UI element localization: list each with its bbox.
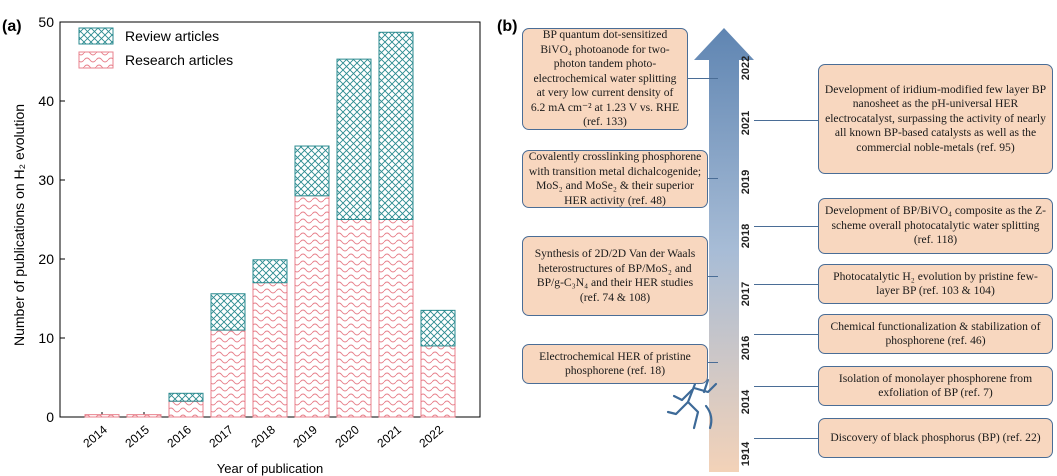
connector-2016r <box>754 334 818 335</box>
x-tick-label: 2016 <box>164 422 194 450</box>
timeline-box-2016-right: Chemical functionalization & stabilizati… <box>818 314 1053 354</box>
bar-review <box>294 145 330 197</box>
bar-research <box>126 414 162 418</box>
timeline-box-2016: Electrochemical HER of pristine phosphor… <box>522 344 708 384</box>
year-label-2018: 2018 <box>740 223 752 249</box>
bar-chart: 0 10 20 30 40 50 2014 2015 2016 2017 2018 2019 2020… <box>11 14 481 476</box>
bar-research <box>336 219 372 418</box>
legend-label-research: Research articles <box>125 52 233 68</box>
bar-review <box>210 293 246 331</box>
y-tick-label: 40 <box>38 93 54 109</box>
legend: Review articles Research articles <box>78 27 233 69</box>
x-tick-label: 2022 <box>416 422 446 450</box>
panel-b-label: (b) <box>497 18 518 35</box>
legend-swatch-review <box>78 27 114 45</box>
year-label-2022: 2022 <box>740 55 752 81</box>
bar-research <box>294 195 330 418</box>
bar-review <box>336 58 372 220</box>
x-tick-label: 2015 <box>122 422 152 450</box>
year-label-2019: 2019 <box>740 169 752 195</box>
year-label-2017: 2017 <box>740 281 752 307</box>
x-tick-label: 2021 <box>374 422 404 450</box>
bar-research <box>378 219 414 418</box>
x-tick-label: 2018 <box>248 422 278 450</box>
connector-2017r <box>754 284 818 285</box>
connector-2022 <box>688 78 718 79</box>
timeline-box-2021: Development of iridium-modified few laye… <box>818 64 1053 174</box>
bar-review <box>168 392 204 402</box>
x-tick-label: 2020 <box>332 422 362 450</box>
y-tick-label: 50 <box>38 14 54 30</box>
bar-review <box>420 309 456 347</box>
connector-1914 <box>754 438 818 439</box>
year-label-1914: 1914 <box>740 441 752 467</box>
bar-research <box>210 329 246 418</box>
x-axis-label: Year of publication <box>217 461 324 476</box>
x-tick-label: 2014 <box>80 422 110 450</box>
timeline-box-2017-right: Photocatalytic H₂ evolution by pristine … <box>818 264 1053 304</box>
y-tick-label: 20 <box>38 251 54 267</box>
connector-2019 <box>708 178 718 179</box>
y-tick-label: 10 <box>38 330 54 346</box>
x-tick-label: 2017 <box>206 422 236 450</box>
timeline-box-2014: Isolation of monolayer phosphorene from … <box>818 366 1053 406</box>
bar-research <box>84 414 120 418</box>
timeline-box-1914: Discovery of black phosphorus (BP) (ref.… <box>818 418 1053 458</box>
year-label-2014: 2014 <box>740 389 752 415</box>
timeline-box-2018: Development of BP/BiVO₄ composite as the… <box>818 198 1053 254</box>
connector-2021 <box>754 120 818 121</box>
panel-a-label: (a) <box>2 18 22 35</box>
y-axis-label: Number of publications on H₂ evolution <box>11 104 27 346</box>
legend-label-review: Review articles <box>125 28 219 44</box>
timeline-panel: 2022 2021 2019 2018 2017 2016 2014 1914 … <box>510 0 1057 476</box>
bar-research <box>168 400 204 418</box>
x-axis: 2014 2015 2016 2017 2018 2019 2020 2021 2022 <box>80 412 446 450</box>
y-tick-label: 0 <box>46 409 54 425</box>
timeline-box-2022: BP quantum dot-sensitized BiVO₄ photoano… <box>522 28 688 130</box>
timeline-box-2017: Synthesis of 2D/2D Van der Waals heteros… <box>522 236 708 316</box>
bar-review <box>378 31 414 220</box>
connector-2016 <box>708 362 718 363</box>
connector-2018 <box>754 226 818 227</box>
bar-research <box>420 345 456 418</box>
bar-review <box>252 259 288 284</box>
x-tick-label: 2019 <box>290 422 320 450</box>
year-label-2021: 2021 <box>740 110 752 136</box>
connector-2014 <box>754 386 818 387</box>
timeline-box-2019: Covalently crosslinking phosphorene with… <box>522 150 708 208</box>
year-label-2016: 2016 <box>740 335 752 361</box>
bar-research <box>252 282 288 418</box>
arrow-head <box>694 28 754 472</box>
y-axis: 0 10 20 30 40 50 <box>38 14 65 425</box>
legend-swatch-research <box>78 51 114 69</box>
y-tick-label: 30 <box>38 172 54 188</box>
connector-2017 <box>708 276 718 277</box>
bars <box>84 31 456 418</box>
